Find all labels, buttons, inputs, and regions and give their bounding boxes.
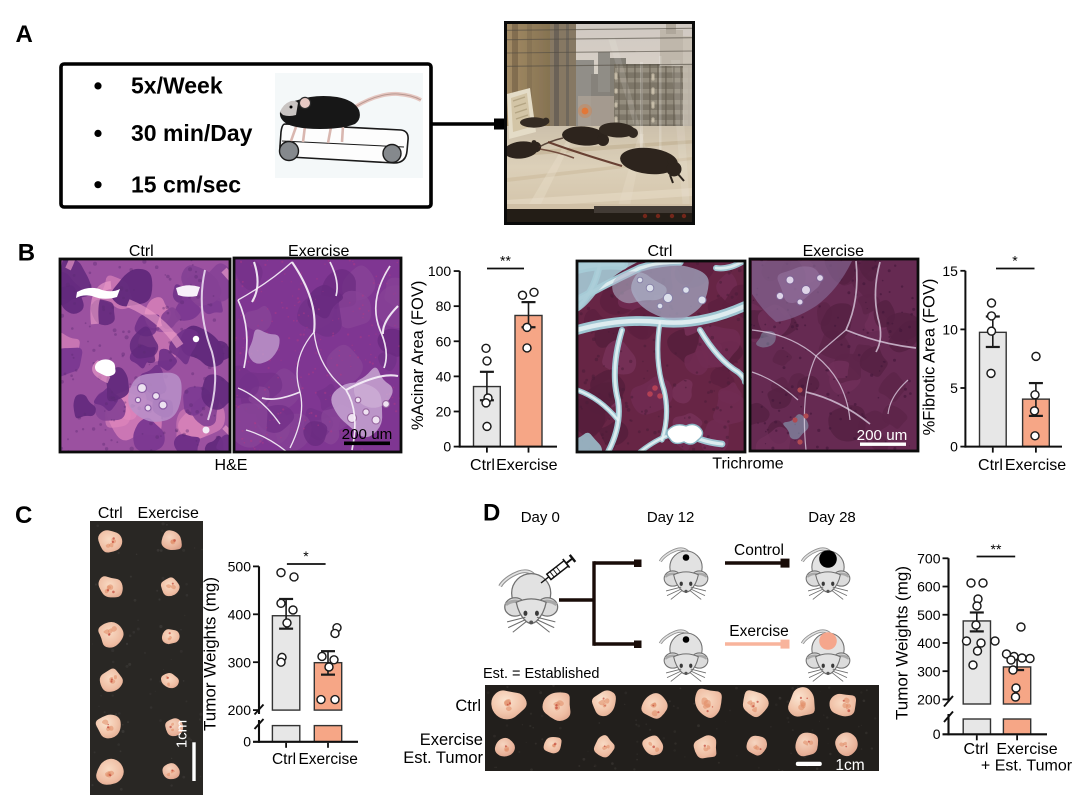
svg-text:Ctrl: Ctrl	[129, 243, 154, 260]
svg-text:10: 10	[942, 321, 958, 337]
svg-text:%Fibrotic Area (FOV): %Fibrotic Area (FOV)	[921, 279, 939, 436]
svg-text:200 um: 200 um	[857, 427, 908, 444]
svg-text:Exercise: Exercise	[1005, 457, 1066, 474]
svg-text:**: **	[991, 541, 1002, 557]
svg-text:A: A	[16, 21, 33, 48]
svg-text:+ Est. Tumor: + Est. Tumor	[981, 758, 1073, 775]
svg-text:Est. Tumor: Est. Tumor	[403, 749, 483, 767]
svg-text:Ctrl: Ctrl	[272, 751, 296, 768]
svg-text:Ctrl: Ctrl	[470, 457, 495, 474]
svg-text:Exercise: Exercise	[298, 751, 357, 768]
svg-text:Day 28: Day 28	[808, 509, 856, 526]
svg-text:0: 0	[933, 726, 941, 742]
svg-text:200: 200	[228, 702, 252, 718]
svg-text:*: *	[303, 548, 309, 564]
svg-text:200: 200	[917, 692, 941, 708]
svg-text:Ctrl: Ctrl	[964, 741, 989, 758]
svg-text:300: 300	[228, 654, 252, 670]
svg-text:20: 20	[436, 404, 452, 420]
svg-text:30 min/Day: 30 min/Day	[131, 120, 253, 146]
svg-text:0: 0	[950, 439, 958, 455]
svg-text:100: 100	[428, 263, 452, 279]
svg-text:Ctrl: Ctrl	[978, 457, 1003, 474]
svg-text:400: 400	[228, 606, 252, 622]
svg-text:1cm: 1cm	[835, 757, 864, 774]
svg-text:Exercise: Exercise	[496, 457, 557, 474]
svg-text:60: 60	[436, 333, 452, 349]
svg-text:Exercise: Exercise	[420, 731, 483, 749]
svg-text:5: 5	[950, 380, 958, 396]
svg-text:Est. = Established: Est. = Established	[483, 666, 599, 682]
svg-text:H&E: H&E	[215, 457, 248, 474]
svg-text:0: 0	[243, 734, 251, 750]
svg-text:700: 700	[917, 550, 941, 566]
svg-text:Exercise: Exercise	[803, 243, 864, 260]
svg-text:300: 300	[917, 663, 941, 679]
svg-text:Exercise: Exercise	[288, 243, 349, 260]
svg-text:Ctrl: Ctrl	[455, 697, 481, 715]
svg-text:*: *	[1012, 253, 1018, 269]
svg-text:Day 0: Day 0	[521, 509, 560, 526]
svg-text:400: 400	[917, 635, 941, 651]
svg-text:1cm: 1cm	[174, 720, 191, 748]
svg-text:5x/Week: 5x/Week	[131, 73, 223, 99]
svg-text:**: **	[500, 253, 511, 269]
svg-text:Tumor Weights (mg): Tumor Weights (mg)	[893, 566, 912, 720]
svg-text:40: 40	[436, 368, 452, 384]
svg-text:15 cm/sec: 15 cm/sec	[131, 172, 241, 198]
svg-text:200 um: 200 um	[342, 426, 393, 443]
svg-text:Ctrl: Ctrl	[648, 243, 673, 260]
svg-text:Exercise: Exercise	[729, 623, 788, 640]
svg-text:Control: Control	[734, 542, 784, 559]
svg-text:Trichrome: Trichrome	[712, 456, 784, 473]
svg-text:600: 600	[917, 579, 941, 595]
svg-text:500: 500	[917, 607, 941, 623]
svg-text:Exercise: Exercise	[138, 505, 199, 522]
svg-text:D: D	[483, 500, 500, 527]
svg-text:Ctrl: Ctrl	[98, 505, 123, 522]
svg-text:Day 12: Day 12	[647, 509, 695, 526]
svg-text:Exercise: Exercise	[996, 741, 1057, 758]
svg-text:C: C	[15, 502, 32, 529]
svg-text:Tumor Weights (mg): Tumor Weights (mg)	[201, 577, 220, 731]
svg-text:15: 15	[942, 263, 958, 279]
svg-text:%Acinar Area (FOV): %Acinar Area (FOV)	[409, 281, 427, 430]
svg-text:0: 0	[443, 439, 451, 455]
svg-text:B: B	[18, 240, 35, 267]
svg-text:80: 80	[436, 298, 452, 314]
svg-text:500: 500	[228, 559, 252, 575]
